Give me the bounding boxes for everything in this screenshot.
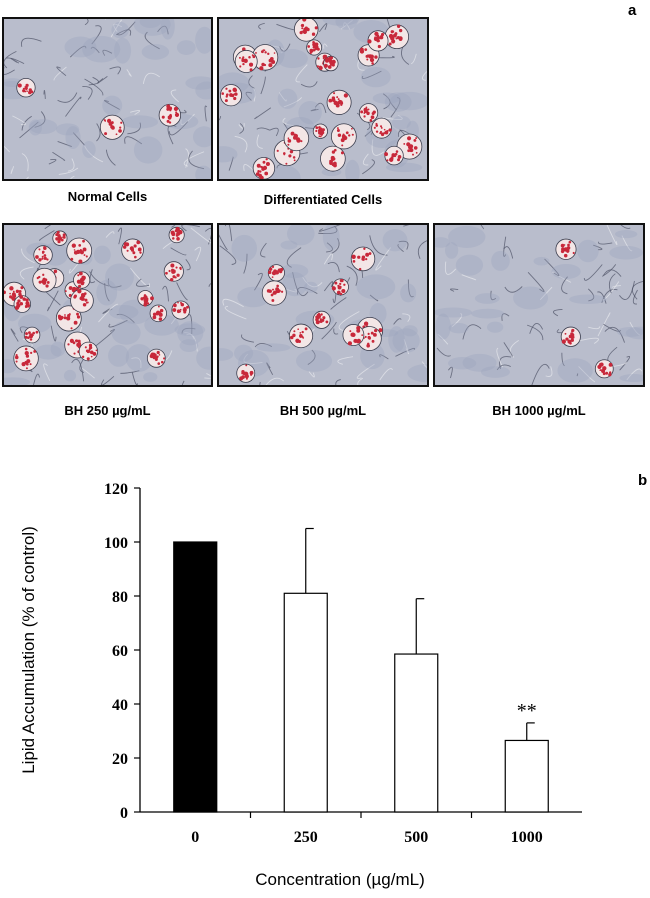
lipid-droplet	[312, 310, 331, 329]
lipid-droplet	[252, 156, 276, 179]
micrograph-image	[219, 19, 427, 179]
lipid-droplet	[33, 245, 53, 265]
lipid-droplet	[73, 271, 91, 289]
lipid-droplet	[32, 267, 57, 293]
micrograph-normal-cells	[2, 17, 213, 181]
caption-normal-cells: Normal Cells	[67, 189, 148, 204]
lipid-droplet	[234, 49, 258, 73]
y-tick-label: 120	[104, 481, 128, 498]
lipid-droplet	[13, 295, 31, 313]
lipid-droplet	[146, 348, 166, 368]
panel-label-a: a	[628, 2, 637, 19]
lipid-droplet	[251, 44, 279, 71]
lipid-droplet	[288, 323, 314, 349]
lipid-droplet	[342, 324, 365, 346]
lipid-droplet	[16, 77, 36, 98]
x-tick-label: 1000	[511, 829, 543, 846]
y-tick-label: 40	[112, 697, 128, 714]
panel-label-b: b	[638, 472, 648, 489]
y-tick-label: 80	[112, 589, 128, 606]
lipid-droplet	[52, 230, 68, 246]
lipid-droplet	[13, 345, 39, 372]
y-tick-label: 100	[104, 535, 128, 552]
lipid-droplet	[149, 304, 167, 323]
micrograph-image	[219, 225, 427, 385]
lipid-droplet	[331, 278, 349, 296]
lipid-droplet	[55, 305, 82, 332]
significance-marker: **	[517, 700, 537, 722]
micrograph-bh-500	[217, 223, 429, 387]
lipid-droplet	[384, 145, 404, 166]
lipid-droplet	[137, 290, 154, 307]
bar-chart: 0 20 40 60 80 100 120 0 250 500 1000 ** Lipid Accumu…	[19, 481, 582, 846]
caption-bh-1000: BH 1000 µg/mL	[492, 403, 586, 418]
x-tick-label: 500	[404, 829, 428, 846]
x-axis-label: Concentration (µg/mL)	[255, 870, 425, 889]
y-tick-label: 60	[112, 643, 128, 660]
lipid-droplet	[78, 341, 99, 362]
lipid-droplet	[560, 326, 581, 347]
micrograph-image	[435, 225, 643, 385]
y-tick-label: 0	[120, 805, 128, 822]
lipid-droplet	[367, 30, 389, 52]
caption-bh-250: BH 250 µg/mL	[64, 403, 151, 418]
micrograph-bh-250	[2, 223, 213, 387]
lipid-droplet	[312, 123, 328, 139]
lipid-droplet	[350, 246, 376, 272]
lipid-droplet	[371, 117, 392, 139]
caption-differentiated-cells: Differentiated Cells	[263, 192, 383, 207]
lipid-droplet	[236, 363, 256, 383]
lipid-droplet	[594, 359, 614, 379]
x-tick-label: 0	[191, 829, 199, 846]
lipid-droplet	[163, 261, 184, 282]
lipid-droplet	[99, 114, 125, 140]
lipid-droplet	[358, 103, 379, 123]
lipid-droplet	[306, 39, 323, 56]
lipid-droplet	[384, 24, 410, 50]
bar-0	[173, 541, 218, 813]
lipid-droplet	[283, 125, 310, 152]
micrograph-image	[4, 19, 211, 179]
error-bar	[415, 598, 425, 655]
micrograph-bh-1000	[433, 223, 645, 387]
micrograph-image	[4, 225, 211, 385]
lipid-droplet	[555, 238, 577, 260]
lipid-droplet	[66, 237, 93, 264]
lipid-droplet	[220, 84, 242, 107]
lipid-droplet	[171, 300, 191, 320]
lipid-droplet	[23, 326, 41, 344]
y-tick-label: 20	[112, 751, 128, 768]
error-bar	[526, 722, 535, 741]
lipid-droplet	[330, 123, 357, 150]
lipid-droplet	[326, 89, 352, 115]
lipid-droplet	[293, 19, 319, 42]
lipid-droplet	[320, 145, 346, 172]
lipid-droplet	[158, 103, 182, 127]
lipid-droplet	[70, 288, 94, 313]
bar-250	[283, 592, 328, 813]
lipid-droplet	[261, 280, 287, 306]
bar-1000	[504, 739, 549, 813]
y-axis-label: Lipid Accumulation (% of control)	[19, 526, 38, 774]
lipid-droplet	[323, 55, 339, 72]
x-tick-label: 250	[294, 829, 318, 846]
caption-bh-500: BH 500 µg/mL	[279, 403, 367, 418]
lipid-droplet	[168, 226, 185, 244]
lipid-droplet	[121, 238, 144, 262]
micrograph-differentiated-cells	[217, 17, 429, 181]
error-bar	[305, 527, 314, 594]
bar-500	[394, 653, 439, 813]
lipid-droplet	[267, 264, 285, 282]
